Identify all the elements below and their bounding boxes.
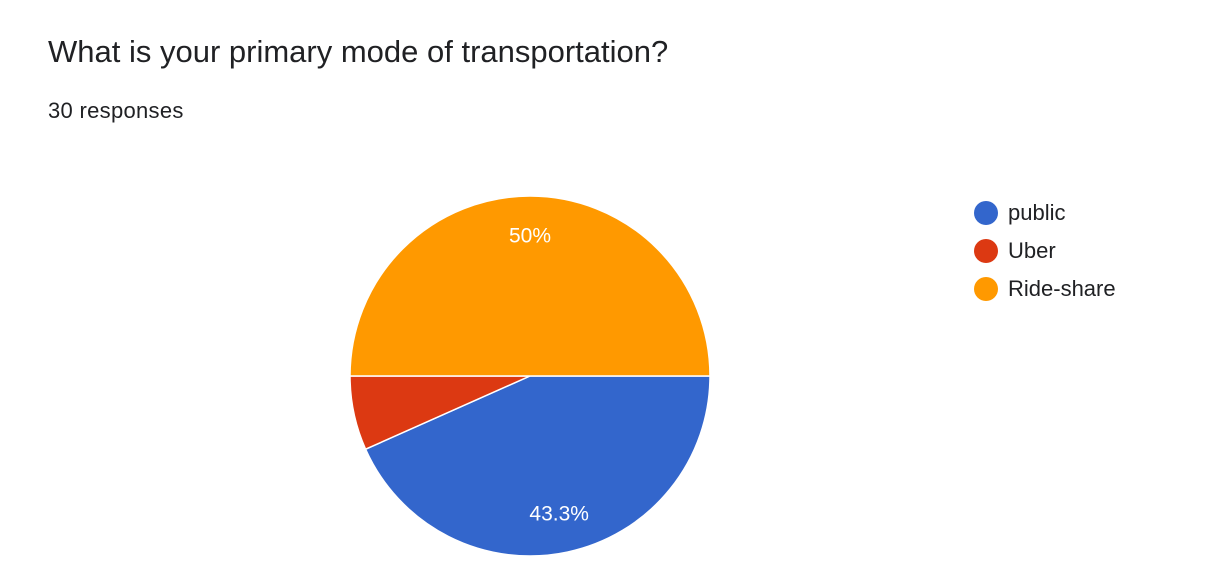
chart-legend: public Uber Ride-share [974,194,1116,308]
pie-label-ride-share: 50% [509,225,551,248]
legend-item-ride-share[interactable]: Ride-share [974,270,1116,308]
pie-slice-ride-share[interactable] [349,195,711,377]
pie-slice-public[interactable] [364,375,711,557]
legend-swatch-ride-share [974,277,998,301]
response-count: 30 responses [48,98,184,123]
legend-label-public: public [1008,200,1066,225]
legend-swatch-uber [974,239,998,263]
legend-label-uber: Uber [1008,238,1056,263]
legend-swatch-public [974,201,998,225]
question-title: What is your primary mode of transportat… [48,34,669,69]
legend-label-ride-share: Ride-share [1008,276,1116,301]
legend-item-public[interactable]: public [974,194,1116,232]
legend-item-uber[interactable]: Uber [974,232,1116,270]
pie-label-public: 43.3% [529,502,589,525]
